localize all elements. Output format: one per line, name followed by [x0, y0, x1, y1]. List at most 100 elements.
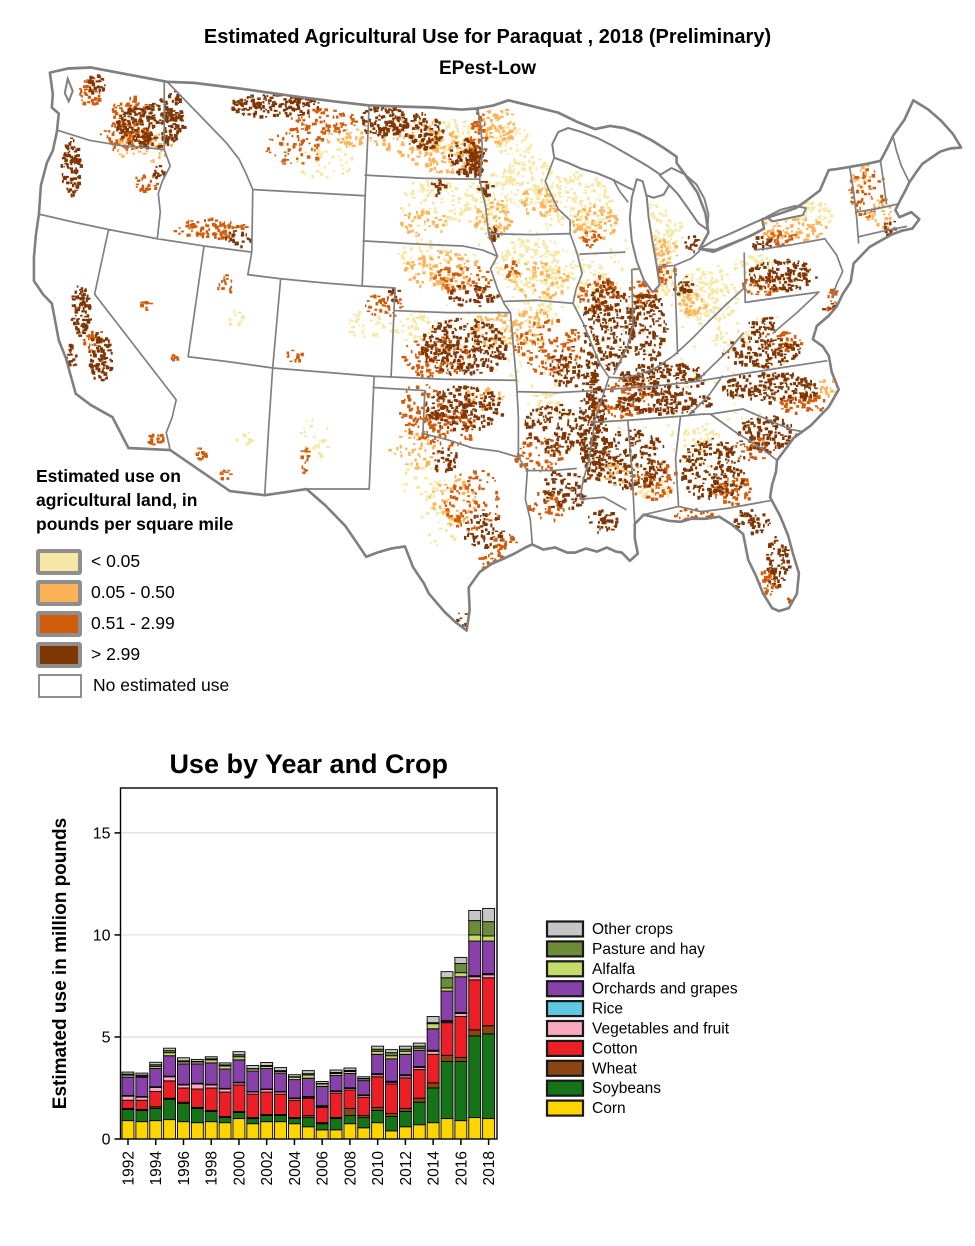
- bar-segment: [274, 1115, 287, 1123]
- bar-2000: [232, 1051, 246, 1140]
- chart-legend-label: Rice: [592, 1001, 623, 1018]
- bar-segment: [468, 1117, 482, 1140]
- state-borders: [38, 80, 911, 546]
- x-tick-label: 1994: [148, 1151, 165, 1186]
- bar-segment: [482, 977, 496, 1027]
- map-legend-swatch: [36, 579, 82, 606]
- bar-1996: [177, 1057, 190, 1140]
- bar-segment: [301, 1070, 315, 1075]
- bar-2016: [454, 956, 468, 1140]
- bar-segment: [177, 1102, 190, 1123]
- bar-2011: [385, 1049, 398, 1140]
- bar-1998: [204, 1056, 218, 1140]
- bar-segment: [232, 1059, 246, 1083]
- bar-segment: [301, 1077, 315, 1098]
- bar-segment: [149, 1107, 163, 1122]
- bar-segment: [412, 1124, 426, 1140]
- bar-segment: [177, 1087, 190, 1103]
- puget-sound: [63, 75, 74, 104]
- bar-segment: [468, 934, 482, 942]
- map-legend-label: > 2.99: [91, 644, 141, 665]
- bar-segment: [468, 909, 482, 922]
- bar-segment: [454, 1056, 468, 1062]
- bar-segment: [440, 1022, 454, 1056]
- bar-segment: [274, 1067, 287, 1072]
- x-tick-label: 2012: [398, 1151, 415, 1185]
- chart-legend-swatch: [545, 980, 585, 998]
- bar-segment: [135, 1076, 149, 1098]
- map-legend-label: < 0.05: [91, 551, 141, 572]
- bar-segment: [177, 1084, 190, 1089]
- bar-1999: [218, 1062, 232, 1140]
- bar-segment: [121, 1120, 135, 1140]
- bar-segment: [218, 1091, 232, 1117]
- bar-segment: [343, 1089, 357, 1109]
- bar-segment: [468, 979, 482, 1031]
- bar-segment: [149, 1086, 163, 1092]
- chart-title: Use by Year and Crop: [169, 749, 448, 779]
- bar-2007: [329, 1069, 343, 1140]
- y-axis-label: Estimated use in million pounds: [50, 818, 71, 1109]
- bar-segment: [371, 1045, 385, 1050]
- bar-segment: [246, 1070, 260, 1092]
- bar-segment: [440, 971, 454, 979]
- x-tick-label: 2000: [231, 1151, 248, 1186]
- chart-legend-label: Other crops: [592, 921, 673, 938]
- bar-2002: [260, 1062, 274, 1140]
- bar-segment: [287, 1099, 301, 1119]
- bar-segment: [371, 1053, 385, 1075]
- bar-segment: [482, 921, 496, 937]
- bar-segment: [385, 1083, 398, 1114]
- bar-segment: [329, 1092, 343, 1119]
- bar-segment: [454, 976, 468, 1013]
- chart-legend-label: Vegetables and fruit: [592, 1021, 730, 1038]
- bar-segment: [177, 1057, 190, 1062]
- x-tick-label: 1996: [176, 1151, 193, 1185]
- bar-segment: [398, 1050, 412, 1055]
- bar-segment: [232, 1118, 246, 1140]
- bar-segment: [218, 1068, 232, 1089]
- bar-segment: [440, 1061, 454, 1120]
- bar-segment: [260, 1068, 274, 1090]
- bar-segment: [454, 1013, 468, 1018]
- bar-segment: [371, 1050, 385, 1055]
- bar-segment: [204, 1062, 218, 1085]
- x-tick-label: 1998: [204, 1151, 221, 1185]
- bar-1993: [135, 1072, 149, 1140]
- x-tick-label: 2002: [259, 1151, 276, 1185]
- bar-segment: [343, 1067, 357, 1071]
- y-tick-label: 15: [93, 825, 111, 842]
- bars: [121, 907, 496, 1140]
- bar-segment: [454, 1016, 468, 1058]
- map-legend-item: No estimated use: [36, 670, 346, 701]
- chart-legend-label: Cotton: [592, 1040, 638, 1057]
- bar-segment: [177, 1063, 190, 1085]
- bar-segment: [190, 1088, 204, 1108]
- bar-segment: [163, 1055, 177, 1077]
- chart-legend-swatch: [545, 1039, 585, 1057]
- bar-segment: [301, 1074, 315, 1079]
- bar-segment: [426, 1122, 440, 1140]
- bar-segment: [135, 1072, 149, 1076]
- x-tick-label: 2006: [315, 1151, 332, 1185]
- bar-segment: [218, 1117, 232, 1124]
- bar-segment: [426, 1028, 440, 1051]
- bar-2003: [274, 1067, 287, 1140]
- bar-segment: [163, 1080, 177, 1099]
- bar-segment: [274, 1121, 287, 1140]
- bar-segment: [218, 1065, 232, 1070]
- bar-segment: [274, 1093, 287, 1115]
- chart-legend-swatch: [545, 960, 585, 978]
- x-tick-label: 2018: [481, 1151, 498, 1185]
- x-tick-label: 2016: [453, 1151, 470, 1185]
- map-legend-item: < 0.05: [36, 546, 346, 577]
- bar-segment: [315, 1081, 329, 1084]
- chart-legend-label: Orchards and grapes: [592, 981, 738, 998]
- bar-segment: [260, 1062, 274, 1066]
- bar-segment: [329, 1069, 343, 1073]
- bar-segment: [274, 1072, 287, 1092]
- bar-segment: [385, 1052, 398, 1057]
- bar-segment: [398, 1045, 412, 1050]
- bar-segment: [232, 1112, 246, 1120]
- chart-legend: Other crops Pasture and hay Alfalfa Orchard…: [545, 920, 738, 1117]
